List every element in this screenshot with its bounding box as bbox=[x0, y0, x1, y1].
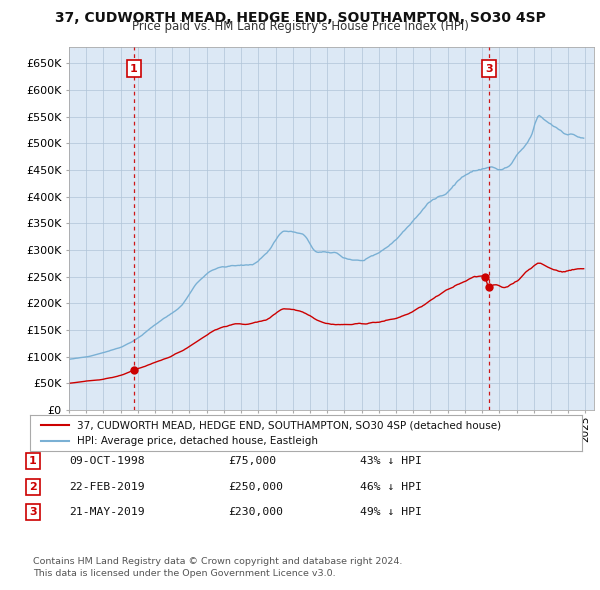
Text: 09-OCT-1998: 09-OCT-1998 bbox=[69, 457, 145, 466]
Text: 22-FEB-2019: 22-FEB-2019 bbox=[69, 482, 145, 491]
Text: 21-MAY-2019: 21-MAY-2019 bbox=[69, 507, 145, 517]
Text: Price paid vs. HM Land Registry's House Price Index (HPI): Price paid vs. HM Land Registry's House … bbox=[131, 20, 469, 33]
Text: 49% ↓ HPI: 49% ↓ HPI bbox=[360, 507, 422, 517]
Text: This data is licensed under the Open Government Licence v3.0.: This data is licensed under the Open Gov… bbox=[33, 569, 335, 578]
Text: 37, CUDWORTH MEAD, HEDGE END, SOUTHAMPTON, SO30 4SP: 37, CUDWORTH MEAD, HEDGE END, SOUTHAMPTO… bbox=[55, 11, 545, 25]
Text: Contains HM Land Registry data © Crown copyright and database right 2024.: Contains HM Land Registry data © Crown c… bbox=[33, 557, 403, 566]
Text: 43% ↓ HPI: 43% ↓ HPI bbox=[360, 457, 422, 466]
Text: £75,000: £75,000 bbox=[228, 457, 276, 466]
Text: 3: 3 bbox=[485, 64, 493, 74]
Text: 37, CUDWORTH MEAD, HEDGE END, SOUTHAMPTON, SO30 4SP (detached house): 37, CUDWORTH MEAD, HEDGE END, SOUTHAMPTO… bbox=[77, 420, 501, 430]
Text: HPI: Average price, detached house, Eastleigh: HPI: Average price, detached house, East… bbox=[77, 436, 318, 446]
Text: 2: 2 bbox=[29, 482, 37, 491]
Text: 3: 3 bbox=[29, 507, 37, 517]
Text: £230,000: £230,000 bbox=[228, 507, 283, 517]
Text: 46% ↓ HPI: 46% ↓ HPI bbox=[360, 482, 422, 491]
Text: 1: 1 bbox=[130, 64, 138, 74]
Text: 1: 1 bbox=[29, 457, 37, 466]
Text: £250,000: £250,000 bbox=[228, 482, 283, 491]
